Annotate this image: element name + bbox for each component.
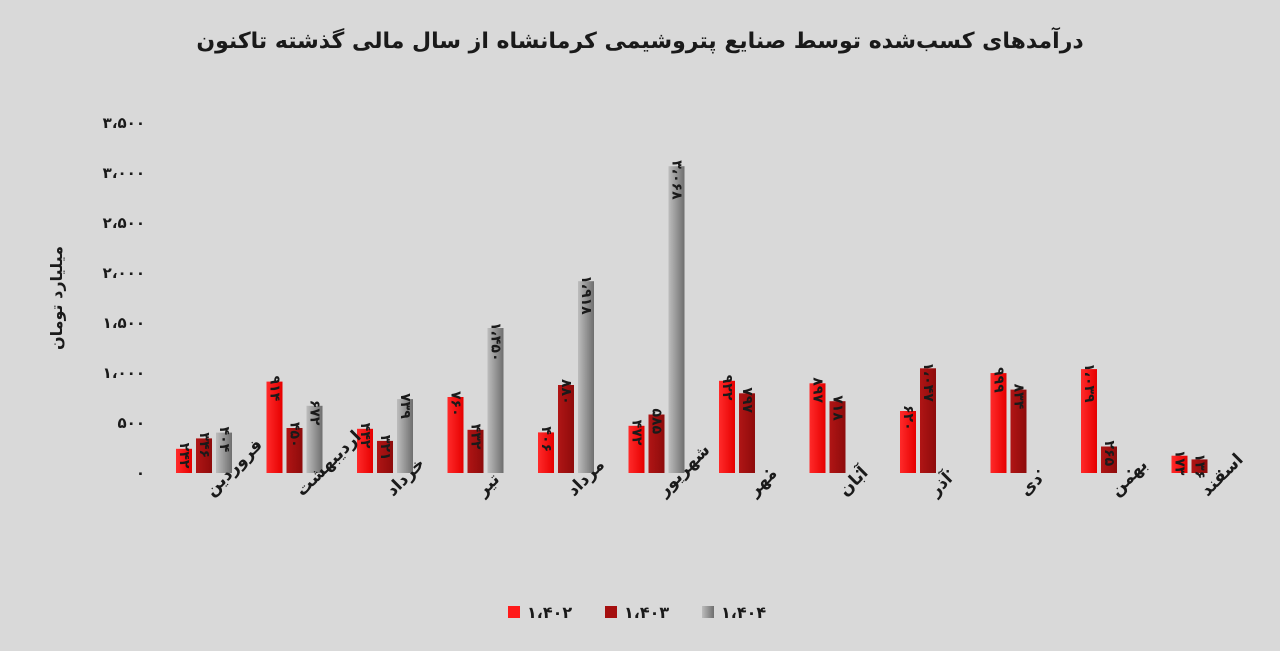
legend: ۱،۴۰۲ ۱،۴۰۳ ۱،۴۰۴ <box>508 603 766 622</box>
data-label: ۱،۰۳۹ <box>1081 363 1097 403</box>
data-label: ۴۴۲ <box>357 423 373 449</box>
data-label: ۶۷۲ <box>307 400 323 426</box>
data-label: ۱،۹۱۸ <box>578 275 594 315</box>
data-label: ۴۷۲ <box>629 420 645 446</box>
data-label: ۱۷۳ <box>1172 450 1188 476</box>
bar <box>467 429 484 473</box>
y-tick-label: ۱،۵۰۰ <box>103 314 145 332</box>
bar <box>648 414 665 473</box>
bar <box>176 448 192 473</box>
bar <box>357 428 373 473</box>
legend-swatch <box>702 606 714 618</box>
bar <box>809 383 826 473</box>
data-label: ۱،۰۴۷ <box>920 362 936 402</box>
data-label: ۳،۰۶۸ <box>669 160 685 200</box>
legend-swatch <box>508 606 520 618</box>
chart-title: درآمدهای کسب‌شده توسط صنایع پتروشیمی کرم… <box>196 26 1083 54</box>
data-label: ۸۹۷ <box>810 377 826 403</box>
bar <box>739 393 755 473</box>
y-tick-label: ۲،۰۰۰ <box>103 264 145 282</box>
y-axis-label: میلیارد تومان <box>47 246 66 350</box>
data-label: ۴۰۶ <box>538 426 554 452</box>
bar <box>447 397 464 473</box>
y-tick-label: ۲،۵۰۰ <box>103 214 145 232</box>
data-label: ۲۴۲ <box>176 443 192 469</box>
legend-label: ۱،۴۰۴ <box>721 603 766 622</box>
bar <box>306 405 323 473</box>
bar <box>286 428 303 473</box>
legend-label: ۱،۴۰۲ <box>527 603 572 622</box>
bar <box>1101 446 1117 473</box>
legend-swatch <box>605 606 617 618</box>
bar <box>719 380 735 473</box>
data-label: ۹۹۹ <box>991 367 1007 393</box>
data-label: ۳۲۱ <box>377 435 393 461</box>
data-label: ۴۵۰ <box>287 422 303 448</box>
data-labels-layer: ۲۴۲ ۹۱۴ ۴۴۲ ۷۶۰ ۴۰۶ ۴۷۲ ۹۲۲ ۸۹۷ ۶۲۰ ۹۹۹ ۱،۰۳۹ ۱۷۳ ۳۴… <box>176 160 1228 479</box>
bar <box>1191 459 1208 473</box>
data-label: ۷۶۰ <box>448 391 464 417</box>
bar <box>1081 369 1097 473</box>
bar <box>829 401 846 473</box>
legend-label: ۱،۴۰۳ <box>624 603 669 622</box>
bar <box>668 166 685 473</box>
data-label: ۱۳۶ <box>1192 453 1208 479</box>
x-tick-label: تیر <box>472 469 504 501</box>
data-label: ۰ <box>1212 467 1228 476</box>
data-label: ۱،۴۵۰ <box>488 322 504 362</box>
data-label: ۶۲۰ <box>900 405 916 431</box>
y-tick-label: ۳،۰۰۰ <box>103 164 145 182</box>
bar <box>377 440 393 473</box>
bar <box>266 381 283 473</box>
y-tick-label: ۵۰۰ <box>118 414 145 432</box>
bar <box>920 368 936 473</box>
data-label: ۰ <box>1121 467 1137 476</box>
bar <box>990 373 1007 473</box>
bar <box>487 328 504 473</box>
data-label: ۸۳۴ <box>1011 384 1027 410</box>
data-label: ۰ <box>759 467 775 476</box>
y-tick-label: ۳،۵۰۰ <box>103 114 145 132</box>
bar <box>628 425 645 473</box>
bar <box>1010 389 1027 473</box>
bars-layer <box>176 166 1208 473</box>
data-label: ۴۰۴ <box>216 427 232 453</box>
bar <box>196 438 212 473</box>
bar <box>578 281 594 473</box>
data-label: ۷۳۹ <box>397 393 413 419</box>
bar <box>216 432 232 473</box>
data-label: ۴۳۲ <box>468 424 484 450</box>
data-label: ۰ <box>850 467 866 476</box>
data-label: ۹۲۲ <box>719 375 735 401</box>
bar <box>1171 455 1188 473</box>
data-label: ۷۹۷ <box>739 387 755 413</box>
bar <box>397 399 413 473</box>
data-label: ۰ <box>1031 467 1047 476</box>
bar <box>900 411 916 473</box>
data-label: ۹۱۴ <box>267 376 283 402</box>
y-tick-label: ۰ <box>136 464 145 482</box>
data-label: ۰ <box>940 467 956 476</box>
data-label: ۲۶۵ <box>1101 441 1117 467</box>
data-label: ۸۸۰ <box>558 379 574 405</box>
data-label: ۵۸۵ <box>649 409 665 435</box>
y-tick-label: ۱،۰۰۰ <box>103 364 145 382</box>
bar <box>538 432 554 473</box>
data-label: ۳۴۶ <box>196 432 212 458</box>
data-label: ۷۱۸ <box>830 395 846 421</box>
bar <box>558 385 574 473</box>
y-axis-ticks: ۰ ۵۰۰ ۱،۰۰۰ ۱،۵۰۰ ۲،۰۰۰ ۲،۵۰۰ ۳،۰۰۰ ۳،۵۰۰ <box>103 114 145 482</box>
